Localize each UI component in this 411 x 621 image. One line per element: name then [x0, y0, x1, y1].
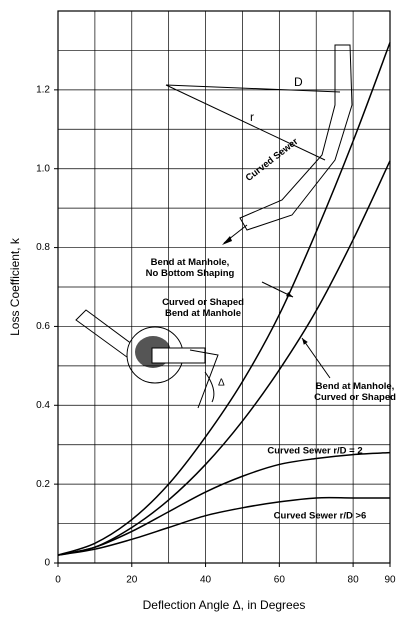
x-tick-label: 60	[274, 575, 286, 586]
y-tick-label: 0.4	[36, 400, 50, 411]
series-label: Curved Sewer r/D >6	[274, 511, 367, 522]
y-tick-label: 1.2	[36, 84, 50, 95]
curved-sewer-label: Curved Sewer	[244, 136, 301, 184]
arrow-head	[302, 338, 308, 345]
series-line	[57, 42, 391, 556]
y-tick-label: 0.6	[36, 321, 50, 332]
x-tick-label: 40	[200, 575, 212, 586]
y-tick-label: 0.8	[36, 242, 50, 253]
x-tick-label: 0	[55, 575, 61, 586]
y-tick-label: 1.0	[36, 163, 50, 174]
y-tick-label: 0	[44, 558, 50, 569]
curved-sewer-diagram	[165, 44, 353, 245]
x-tick-label: 20	[126, 575, 138, 586]
manhole-label: Curved or Shaped Bend at Manhole	[162, 297, 244, 319]
label-arrow	[301, 337, 331, 379]
series-line	[57, 451, 391, 556]
arrow-head	[286, 291, 293, 297]
y-axis-label: Loss Coefficient, k	[8, 237, 22, 336]
delta-label: Δ	[218, 378, 225, 389]
diameter-label: D	[294, 75, 303, 89]
x-tick-label: 80	[348, 575, 360, 586]
series-line	[57, 160, 391, 556]
series-label: Bend at Manhole, Curved or Shaped	[314, 381, 396, 403]
series-line	[57, 496, 390, 556]
x-axis-label: Deflection Angle Δ, in Degrees	[143, 598, 306, 612]
y-tick-label: 0.2	[36, 479, 50, 490]
series-label: Bend at Manhole, No Bottom Shaping	[146, 257, 235, 279]
x-tick-label: 90	[384, 575, 396, 586]
radius-label: r	[250, 110, 254, 124]
manhole-diagram	[75, 309, 219, 409]
series-label: Curved Sewer r/D = 2	[267, 446, 362, 457]
